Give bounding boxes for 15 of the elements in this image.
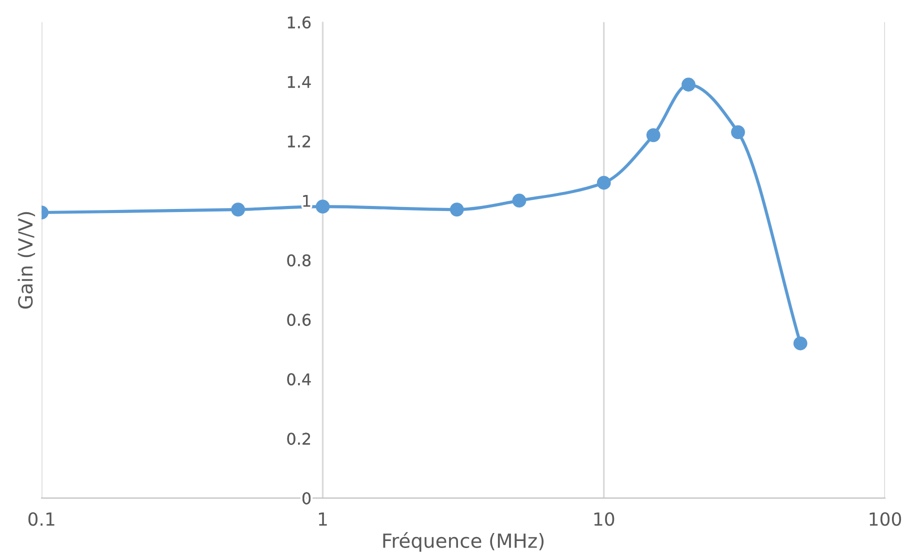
x-axis-title: Fréquence (MHz) [383,532,544,552]
y-tick-label: 0.8 [287,254,311,266]
y-tick-label: 0.4 [287,373,311,386]
y-tick-label: 0.2 [287,432,310,445]
x-tick-label: 1 [318,512,327,526]
x-tick-label: 10 [594,512,614,526]
y-tick-label: 1.2 [288,135,310,148]
y-tick-label: 0.6 [287,314,311,326]
y-tick-label: 0 [302,492,311,504]
x-tick-label: 0.1 [28,512,54,526]
x-tick-label: 100 [870,512,902,526]
y-tick-label: 1.6 [288,16,311,28]
y-tick-label: 1.4 [288,76,311,88]
y-tick-label: 1 [303,195,310,207]
y-axis-title: Gain (V/V) [18,212,36,309]
